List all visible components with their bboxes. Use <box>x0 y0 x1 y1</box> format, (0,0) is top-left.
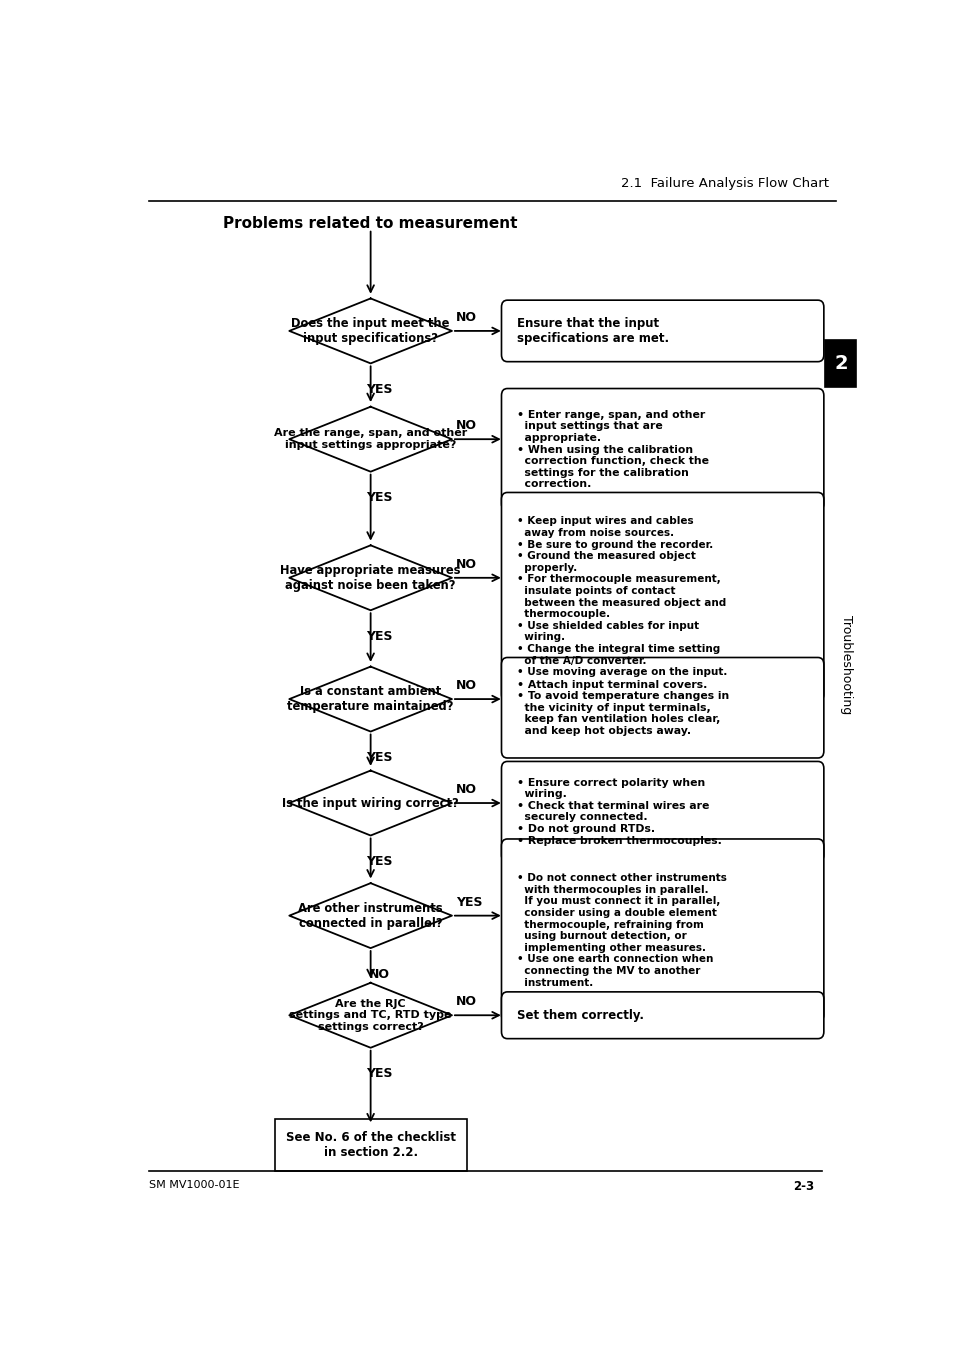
Text: • Keep input wires and cables
  away from noise sources.
• Be sure to ground the: • Keep input wires and cables away from … <box>517 517 726 678</box>
Text: 2: 2 <box>833 354 847 374</box>
Text: YES: YES <box>366 1068 393 1080</box>
FancyBboxPatch shape <box>501 761 823 861</box>
Text: Does the input meet the
input specifications?: Does the input meet the input specificat… <box>291 317 450 344</box>
Text: NO: NO <box>456 679 476 693</box>
FancyBboxPatch shape <box>501 300 823 362</box>
Text: YES: YES <box>456 895 481 909</box>
Text: YES: YES <box>366 629 393 643</box>
Text: Ensure that the input
specifications are met.: Ensure that the input specifications are… <box>517 317 668 344</box>
Text: NO: NO <box>456 558 476 571</box>
FancyBboxPatch shape <box>824 340 856 387</box>
Text: NO: NO <box>456 420 476 432</box>
FancyBboxPatch shape <box>501 493 823 701</box>
Text: 2.1  Failure Analysis Flow Chart: 2.1 Failure Analysis Flow Chart <box>620 177 828 190</box>
Text: YES: YES <box>366 751 393 764</box>
Text: Is the input wiring correct?: Is the input wiring correct? <box>282 796 458 810</box>
Text: YES: YES <box>366 855 393 868</box>
FancyBboxPatch shape <box>274 1119 466 1172</box>
Text: Set them correctly.: Set them correctly. <box>517 1008 643 1022</box>
Text: Are the RJC
settings and TC, RTD type
settings correct?: Are the RJC settings and TC, RTD type se… <box>289 999 452 1031</box>
FancyBboxPatch shape <box>501 838 823 1022</box>
FancyBboxPatch shape <box>501 992 823 1038</box>
Text: • Ensure correct polarity when
  wiring.
• Check that terminal wires are
  secur: • Ensure correct polarity when wiring. •… <box>517 778 721 845</box>
Text: Are the range, span, and other
input settings appropriate?: Are the range, span, and other input set… <box>274 428 467 450</box>
Text: • Do not connect other instruments
  with thermocouples in parallel.
  If you mu: • Do not connect other instruments with … <box>517 873 726 988</box>
Text: NO: NO <box>369 968 390 980</box>
Text: Problems related to measurement: Problems related to measurement <box>223 216 517 231</box>
Text: Troubleshooting: Troubleshooting <box>839 614 852 714</box>
Text: Have appropriate measures
against noise been taken?: Have appropriate measures against noise … <box>280 564 460 591</box>
Text: 2-3: 2-3 <box>792 1180 813 1193</box>
Text: • Attach input terminal covers.
• To avoid temperature changes in
  the vicinity: • Attach input terminal covers. • To avo… <box>517 679 728 736</box>
Text: YES: YES <box>366 491 393 504</box>
Text: Are other instruments
connected in parallel?: Are other instruments connected in paral… <box>298 902 442 930</box>
FancyBboxPatch shape <box>501 389 823 510</box>
Text: • Enter range, span, and other
  input settings that are
  appropriate.
• When u: • Enter range, span, and other input set… <box>517 410 708 490</box>
Text: NO: NO <box>456 310 476 324</box>
Text: Is a constant ambient
temperature maintained?: Is a constant ambient temperature mainta… <box>287 684 454 713</box>
Text: YES: YES <box>366 383 393 396</box>
Text: NO: NO <box>456 783 476 796</box>
FancyBboxPatch shape <box>501 657 823 757</box>
Text: NO: NO <box>456 995 476 1008</box>
Text: See No. 6 of the checklist
in section 2.2.: See No. 6 of the checklist in section 2.… <box>285 1131 456 1160</box>
Text: SM MV1000-01E: SM MV1000-01E <box>149 1180 239 1189</box>
